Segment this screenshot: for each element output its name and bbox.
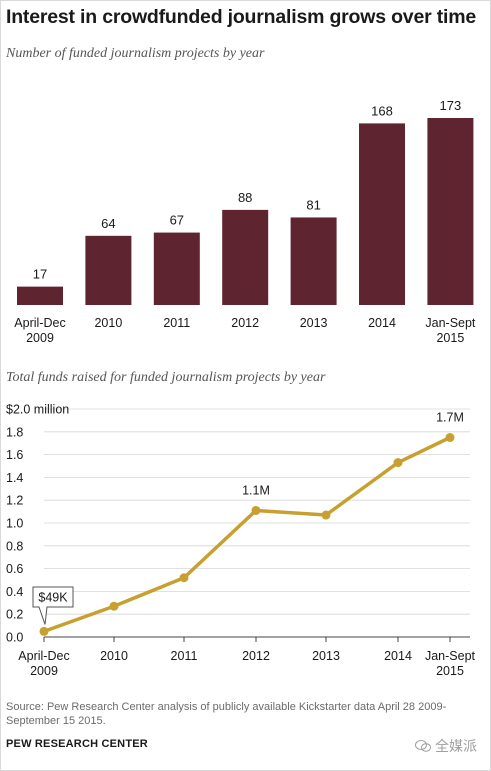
bar-value-label-3: 88 xyxy=(238,190,252,205)
bar-category-label-5: 2014 xyxy=(368,316,396,330)
annotation-label-2: 1.7M xyxy=(436,411,464,425)
line-category-label-1: 2010 xyxy=(100,649,128,663)
y-tick-label-7: 1.4 xyxy=(6,471,23,485)
bar-value-label-0: 17 xyxy=(33,267,47,282)
line-category-label-2: 2011 xyxy=(171,649,198,663)
bar-1 xyxy=(85,235,132,305)
y-tick-label-8: 1.6 xyxy=(6,448,23,462)
line-category-label-0: April-Dec 2009 xyxy=(18,649,69,678)
bar-chart: 17 April-Dec 2009 64 2010 67 2011 88 2012 81 2013 1… xyxy=(14,98,476,345)
bar-6 xyxy=(427,118,474,305)
y-tick-label-10: $2.0 million xyxy=(6,403,69,417)
y-tick-label-3: 0.6 xyxy=(6,562,23,576)
bar-value-label-4: 81 xyxy=(306,197,320,212)
bar-category-label-3: 2012 xyxy=(231,316,259,330)
funds-series-line xyxy=(43,435,451,634)
bar-category-label-0: April-Dec 2009 xyxy=(14,316,65,345)
y-tick-label-5: 1.0 xyxy=(6,517,23,531)
y-tick-label-9: 1.8 xyxy=(6,425,23,439)
funds-point-2 xyxy=(179,573,189,583)
bar-category-label-1: 2010 xyxy=(94,316,122,330)
bar-category-label-2: 2011 xyxy=(163,316,190,330)
chart-title: Interest in crowdfunded journalism grows… xyxy=(6,6,476,28)
funds-point-4 xyxy=(321,510,331,520)
line-category-label-6: Jan-Sept 2015 xyxy=(425,649,476,678)
bar-category-label-4: 2013 xyxy=(300,316,328,330)
bar-3 xyxy=(222,209,269,305)
wechat-icon xyxy=(415,740,431,752)
annotation-label-1: 1.1M xyxy=(242,483,270,497)
funds-point-3 xyxy=(251,505,261,515)
funds-point-6 xyxy=(445,433,455,442)
bar-value-label-5: 168 xyxy=(371,103,393,118)
annotation-callout-box xyxy=(32,586,74,625)
org-label: PEW RESEARCH CENTER xyxy=(6,738,148,750)
y-tick-label-4: 0.8 xyxy=(6,539,23,553)
watermark: 全媒派 xyxy=(415,736,477,756)
y-tick-label-6: 1.2 xyxy=(6,494,23,508)
funds-point-5 xyxy=(393,458,403,468)
bar-chart-subtitle: Number of funded journalism projects by … xyxy=(6,46,265,61)
line-chart-subtitle: Total funds raised for funded journalism… xyxy=(6,370,326,385)
bar-0 xyxy=(17,286,63,305)
annotation-label-0: $49K xyxy=(38,591,68,605)
bar-value-label-6: 173 xyxy=(440,98,462,113)
funds-point-0 xyxy=(39,626,49,636)
bar-2 xyxy=(153,232,200,305)
funds-point-1 xyxy=(109,601,119,611)
bar-5 xyxy=(359,123,405,305)
y-tick-label-2: 0.4 xyxy=(6,585,23,599)
bar-value-label-1: 64 xyxy=(101,216,115,231)
y-tick-label-1: 0.2 xyxy=(6,608,23,622)
source-note: Source: Pew Research Center analysis of … xyxy=(6,701,447,727)
y-tick-label-0: 0.0 xyxy=(6,631,23,645)
line-category-label-4: 2013 xyxy=(312,649,340,663)
line-category-label-3: 2012 xyxy=(242,649,270,663)
line-chart: 0.0 0.2 0.4 0.6 0.8 1.0 1.2 1.4 1.6 1.8 $2.0 milli… xyxy=(6,403,476,679)
bar-4 xyxy=(290,217,337,305)
watermark-text: 全媒派 xyxy=(435,738,477,754)
line-category-label-5: 2014 xyxy=(384,649,412,663)
bar-value-label-2: 67 xyxy=(170,213,184,228)
bar-category-label-6: Jan-Sept 2015 xyxy=(425,316,476,345)
